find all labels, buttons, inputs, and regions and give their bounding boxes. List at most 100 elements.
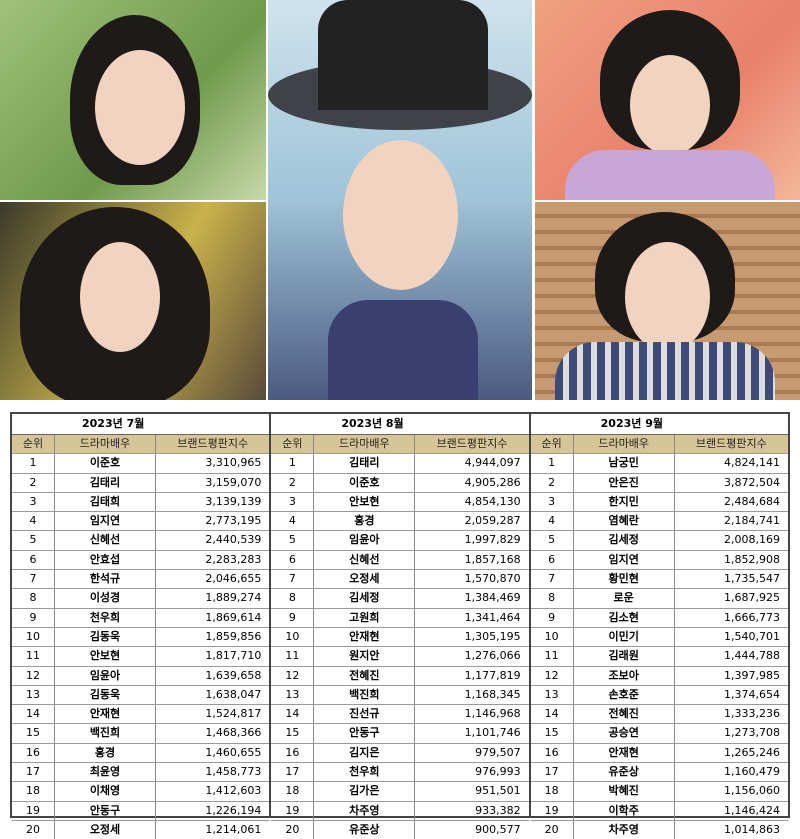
score-cell: 3,159,070	[205, 475, 262, 489]
rank-cell: 3	[12, 492, 55, 512]
actor-photo-center	[268, 0, 532, 400]
column-header: 순위	[271, 435, 315, 454]
score-cell: 1,156,060	[724, 784, 780, 798]
rank-cell: 17	[12, 763, 55, 782]
score-cell: 1,265,246	[724, 745, 780, 759]
table-row: 14 전혜진 1,333,236	[530, 705, 788, 725]
table-row: 4 홍경 2,059,287	[271, 512, 529, 532]
table-row: 13 손호준 1,374,654	[530, 685, 788, 706]
actor-cell: 김동욱	[55, 627, 156, 647]
actor-cell: 김래원	[574, 647, 675, 666]
table-row: 9 고원희 1,341,464	[271, 608, 529, 628]
score-cell: 1,817,710	[205, 649, 262, 663]
actor-cell: 홍경	[314, 512, 416, 531]
table-row: 17 천우희 976,993	[271, 763, 529, 783]
actor-cell: 이준호	[55, 454, 156, 473]
score-cell: 4,854,130	[464, 494, 521, 508]
actor-cell: 한지민	[574, 492, 675, 512]
table-row: 11 원지안 1,276,066	[271, 647, 529, 667]
actor-cell: 조보아	[574, 666, 675, 685]
score-cell: 1,412,603	[205, 784, 262, 798]
rank-cell: 3	[531, 492, 574, 512]
score-cell: 1,384,469	[464, 591, 521, 605]
actor-cell: 전혜진	[314, 666, 416, 685]
score-cell: 1,570,870	[464, 572, 521, 586]
table-row: 8 로운 1,687,925	[530, 589, 788, 609]
table-row: 9 김소현 1,666,773	[530, 608, 788, 628]
score-cell: 1,101,746	[464, 726, 521, 740]
actor-cell: 손호준	[574, 685, 675, 705]
rank-cell: 1	[12, 454, 55, 473]
actor-cell: 최윤영	[55, 763, 156, 782]
actor-cell: 전혜진	[574, 705, 675, 724]
score-cell: 2,046,655	[205, 572, 262, 586]
rank-cell: 11	[12, 647, 55, 666]
actor-cell: 백진희	[55, 724, 156, 743]
rank-cell: 11	[531, 647, 574, 666]
actor-cell: 임지연	[574, 550, 675, 570]
score-cell: 1,168,345	[464, 687, 521, 701]
table-row: 1 남궁민 4,824,141	[530, 454, 788, 474]
rank-cell: 4	[12, 512, 55, 531]
table-row: 1 김태리 4,944,097	[271, 454, 529, 474]
table-row: 15 안동구 1,101,746	[271, 724, 529, 744]
table-row: 9 천우희 1,869,614	[12, 608, 270, 628]
actor-cell: 박혜진	[574, 782, 675, 801]
rank-cell: 13	[271, 685, 315, 705]
actor-cell: 김동욱	[55, 685, 156, 705]
actor-cell: 안보현	[314, 492, 416, 512]
table-row: 18 이채영 1,412,603	[12, 782, 270, 802]
actor-cell: 안은진	[574, 473, 675, 492]
actress-photo-top-left	[0, 0, 266, 200]
table-row: 18 김가은 951,501	[271, 782, 529, 802]
table-row: 16 홍경 1,460,655	[12, 743, 270, 764]
actor-cell: 공승연	[574, 724, 675, 743]
score-cell: 2,773,195	[205, 514, 262, 528]
rank-cell: 18	[271, 782, 315, 801]
rank-cell: 2	[12, 473, 55, 492]
score-cell: 1,638,047	[205, 687, 262, 701]
actor-cell: 고원희	[314, 608, 416, 627]
table-row: 2 이준호 4,905,286	[271, 473, 529, 493]
table-row: 2 김태리 3,159,070	[12, 473, 270, 493]
actor-cell: 임윤아	[55, 666, 156, 685]
score-cell: 1,333,236	[724, 707, 780, 721]
table-row: 6 신혜선 1,857,168	[271, 550, 529, 571]
column-header: 브랜드평판지수	[695, 437, 767, 450]
rank-cell: 15	[271, 724, 315, 743]
score-cell: 3,139,139	[205, 494, 262, 508]
table-row: 14 진선규 1,146,968	[271, 705, 529, 725]
rank-cell: 3	[271, 492, 315, 512]
ranking-table: 2023년 8월 순위 드라마배우 브랜드평판지수 1 김태리 4,944,097 2 이준호 4…	[271, 414, 531, 839]
actor-cell: 임지연	[55, 512, 156, 531]
actress-photo-bottom-left	[0, 202, 266, 400]
actor-cell: 안보현	[55, 647, 156, 666]
score-cell: 1,341,464	[464, 610, 521, 624]
table-row: 7 한석규 2,046,655	[12, 570, 270, 590]
actress-photo-bottom-right	[535, 202, 800, 400]
rank-cell: 18	[531, 782, 574, 801]
rank-cell: 4	[531, 512, 574, 531]
score-cell: 979,507	[475, 745, 521, 759]
table-row: 14 안재현 1,524,817	[12, 705, 270, 725]
rank-cell: 17	[531, 763, 574, 782]
actor-cell: 원지안	[314, 647, 416, 666]
table-row: 4 염혜란 2,184,741	[530, 512, 788, 532]
rank-cell: 12	[531, 666, 574, 685]
actor-cell: 이학주	[574, 801, 675, 820]
actor-cell: 신혜선	[314, 550, 416, 570]
rank-cell: 15	[12, 724, 55, 743]
rank-cell: 7	[271, 570, 315, 589]
score-cell: 1,444,788	[724, 649, 780, 663]
rank-cell: 6	[271, 550, 315, 570]
score-cell: 2,283,283	[205, 552, 262, 566]
table-row: 10 이민기 1,540,701	[530, 627, 788, 648]
table-row: 8 김세정 1,384,469	[271, 589, 529, 609]
actor-cell: 차주영	[314, 801, 416, 820]
score-cell: 2,484,684	[724, 494, 780, 508]
rank-cell: 1	[271, 454, 315, 473]
score-cell: 1,859,856	[205, 629, 262, 643]
score-cell: 1,460,655	[205, 745, 262, 759]
rank-cell: 7	[12, 570, 55, 589]
actor-cell: 오정세	[314, 570, 416, 589]
